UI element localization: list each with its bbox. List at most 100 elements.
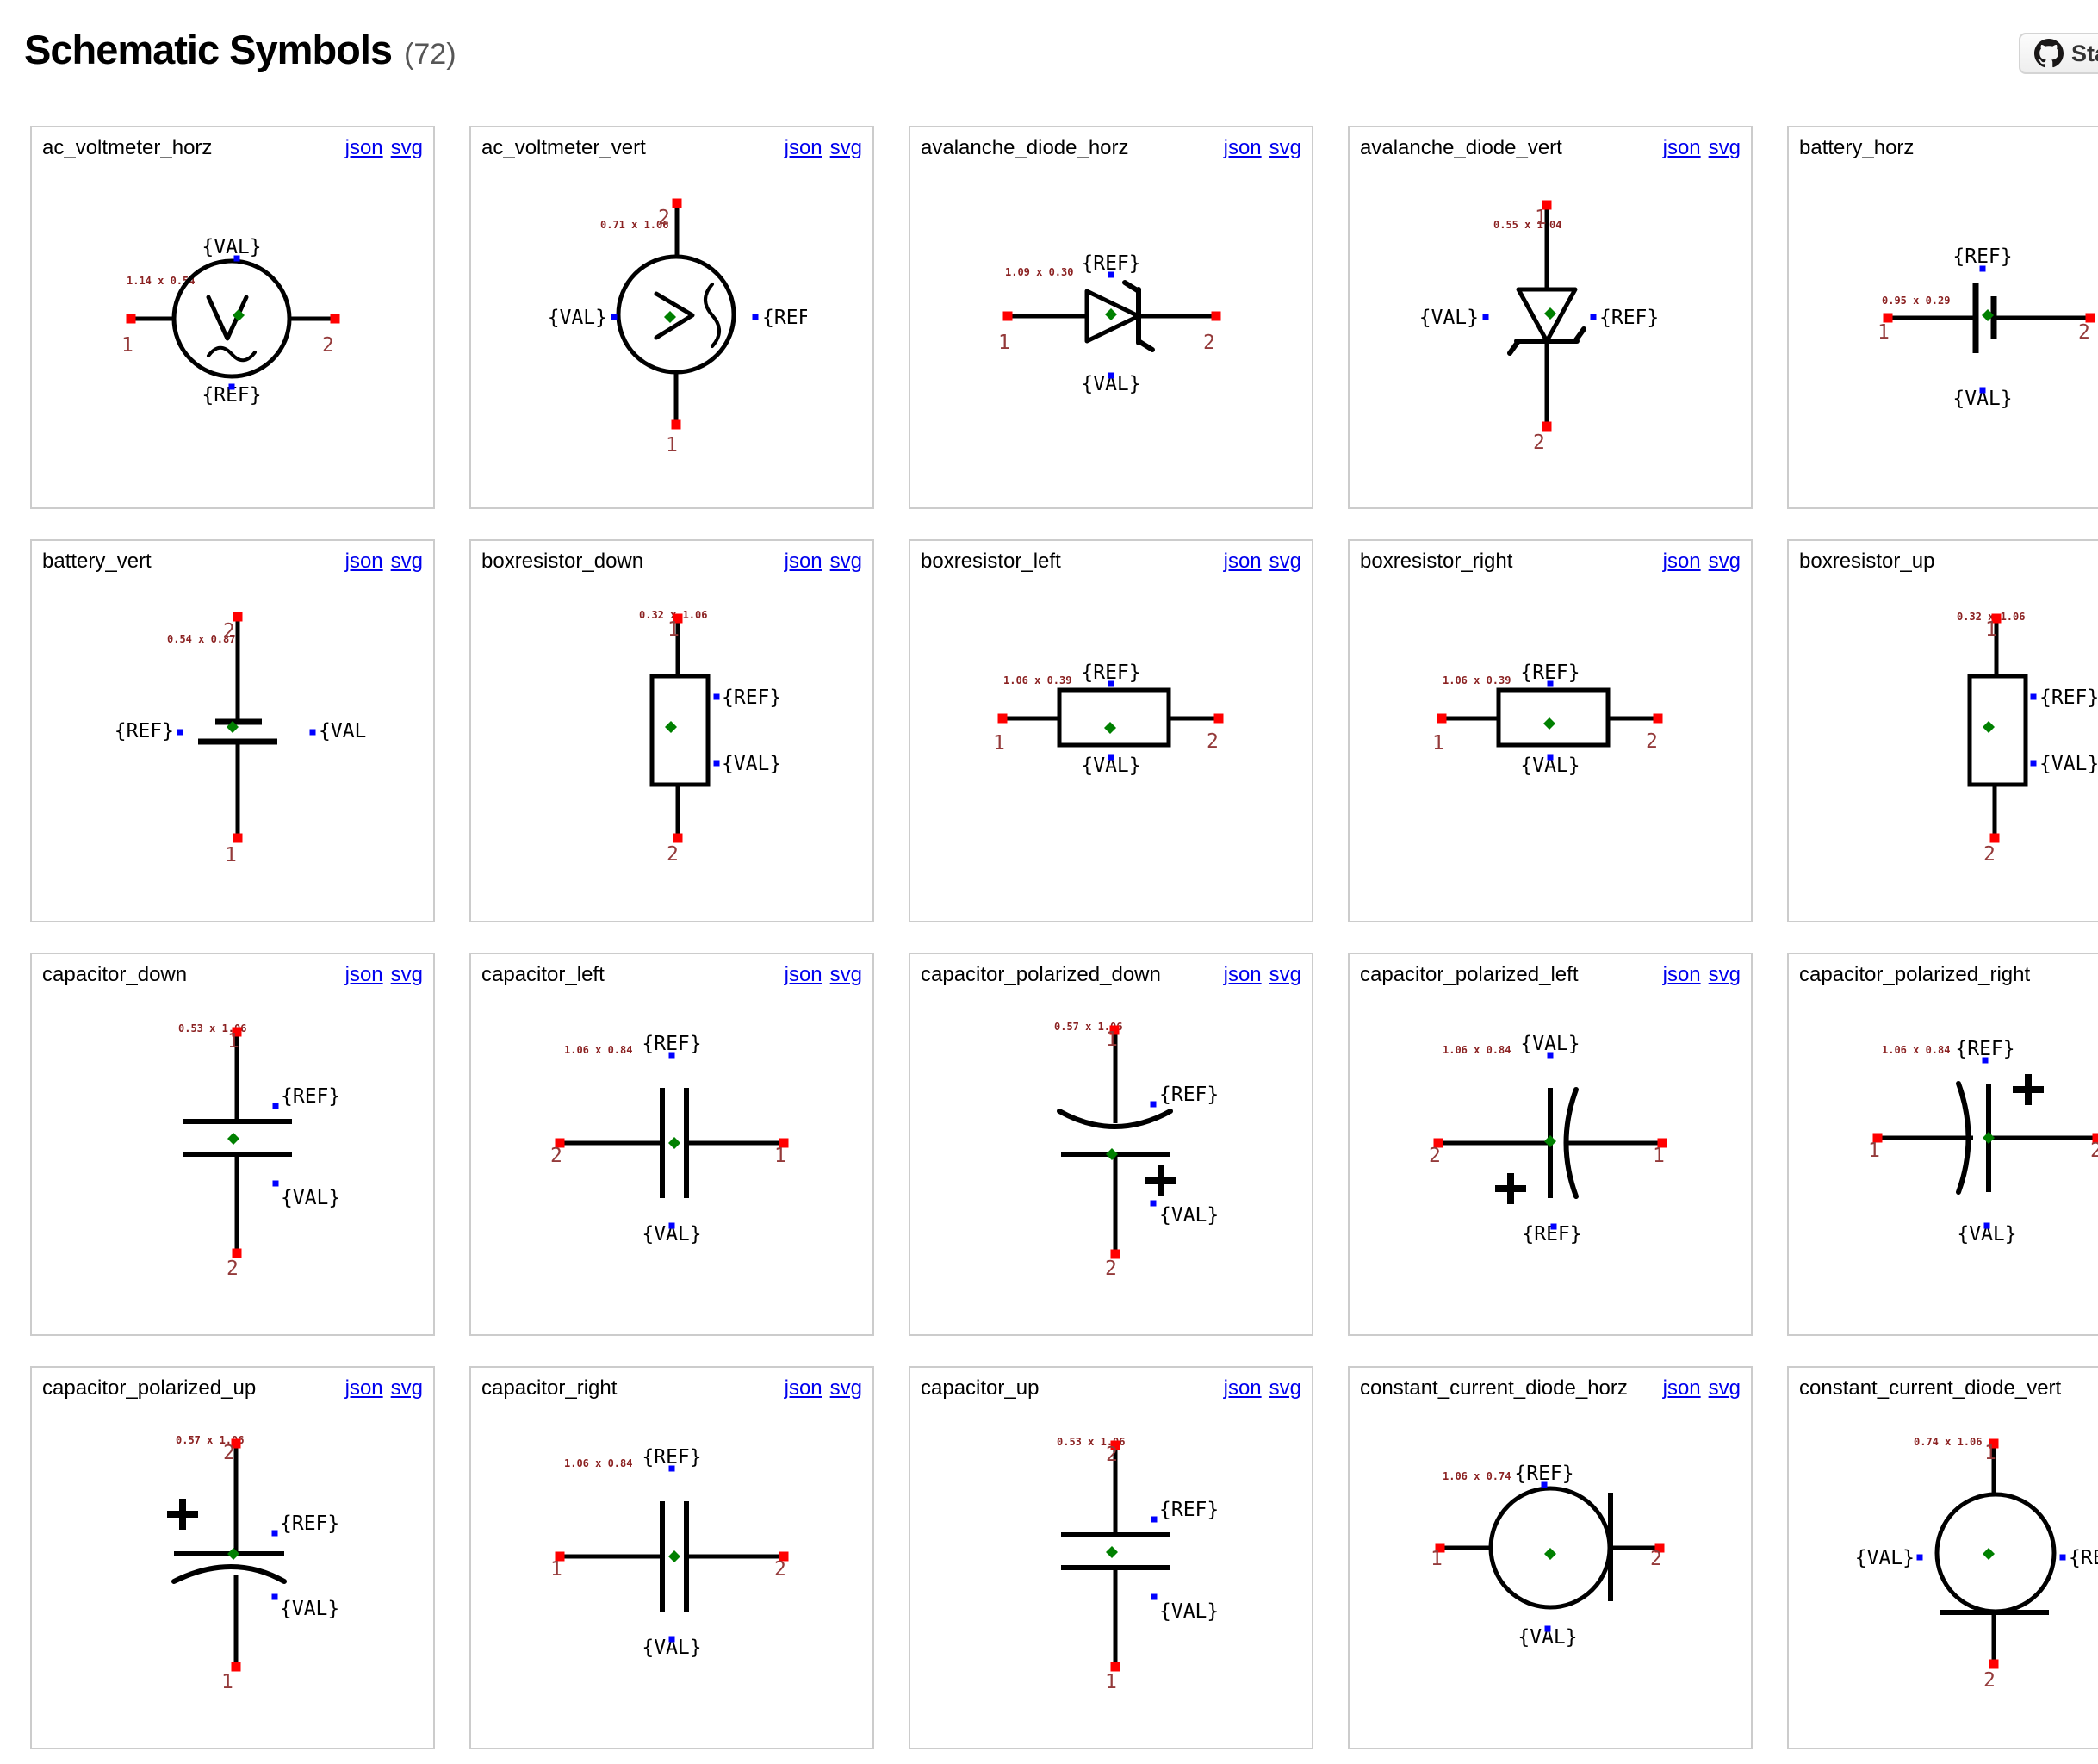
symbol-name: battery_horz <box>1799 136 1915 159</box>
json-link[interactable]: json <box>1662 963 1701 986</box>
pin-number: 2 <box>1106 1444 1118 1466</box>
dimension-label: 1.06 x 0.39 <box>1443 674 1511 686</box>
svg-link[interactable]: svg <box>829 550 862 573</box>
center-diamond-icon <box>233 309 245 321</box>
pin-square <box>1110 1662 1120 1672</box>
symbol-name: capacitor_down <box>42 963 188 986</box>
svg-link[interactable]: svg <box>1708 136 1741 159</box>
svg-link[interactable]: svg <box>390 550 423 573</box>
svg-link[interactable]: svg <box>829 136 862 159</box>
symbol-path <box>654 291 695 340</box>
pin-square <box>1883 313 1893 323</box>
label-anchor-square <box>713 760 720 767</box>
dimension-label: 0.71 x 1.06 <box>600 219 668 231</box>
symbol-name: capacitor_left <box>481 963 605 986</box>
center-diamond-icon <box>227 721 239 733</box>
dimension-label: 1.09 x 0.30 <box>1005 266 1073 278</box>
symbol-circle <box>616 254 736 375</box>
page-title: Schematic Symbols <box>24 27 393 72</box>
label-anchor-square <box>2030 760 2037 767</box>
ref-val-label: {REF} <box>1599 307 1659 329</box>
github-star-button[interactable]: Star <box>2019 33 2098 74</box>
svg-link[interactable]: svg <box>1269 136 1301 159</box>
dimension-label: 0.57 x 1.06 <box>1054 1021 1122 1033</box>
svg-link[interactable]: svg <box>1269 1376 1301 1400</box>
symbol-name: ac_voltmeter_horz <box>42 136 213 159</box>
pin-number: 1 <box>1105 1671 1117 1693</box>
label-anchor-square <box>177 729 183 736</box>
json-link[interactable]: json <box>1662 1376 1701 1400</box>
svg-link[interactable]: svg <box>390 1376 423 1400</box>
json-link[interactable]: json <box>784 963 822 986</box>
pin-square <box>1872 1133 1883 1143</box>
label-anchor-square <box>272 1102 279 1109</box>
ref-val-label: {REF} <box>1514 1463 1574 1485</box>
dimension-label: 1.06 x 0.84 <box>1882 1044 1950 1056</box>
symbol-drawing: 0.53 x 1.061 2 {REF} {VAL} <box>178 1022 340 1280</box>
json-link[interactable]: json <box>344 1376 383 1400</box>
symbol-box <box>1967 674 2028 787</box>
label-anchor-square <box>1547 680 1554 687</box>
svg-link[interactable]: svg <box>829 1376 862 1400</box>
ref-val-label: {REF} <box>722 686 781 709</box>
pin-number: 2 <box>667 843 679 866</box>
ref-val-label: {VAL} <box>548 307 607 329</box>
pin-number: 1 <box>1535 207 1547 229</box>
svg-link[interactable]: svg <box>1708 1376 1741 1400</box>
center-diamond-icon <box>1983 721 1995 733</box>
json-link[interactable]: json <box>344 136 383 159</box>
card-header: constant_current_diode_horz json svg <box>1350 1368 1751 1401</box>
json-link[interactable]: json <box>1223 136 1262 159</box>
svg-link[interactable]: svg <box>1269 963 1301 986</box>
symbol-card: capacitor_polarized_up json svg 0.57 x 1.06… <box>30 1366 435 1749</box>
label-anchor-square <box>1547 1052 1554 1059</box>
pin-number: 1 <box>1984 1442 1996 1464</box>
json-link[interactable]: json <box>1223 963 1262 986</box>
json-link[interactable]: json <box>784 136 822 159</box>
json-link[interactable]: json <box>784 550 822 573</box>
center-diamond-icon <box>1104 722 1116 734</box>
pin-square <box>232 1248 242 1258</box>
json-link[interactable]: json <box>1662 136 1701 159</box>
json-link[interactable]: json <box>1223 550 1262 573</box>
symbol-drawing: 0.57 x 1.062 1 {REF} {VAL} <box>167 1434 339 1693</box>
json-link[interactable]: json <box>1223 1376 1262 1400</box>
pin-square <box>233 612 243 622</box>
symbol-name: capacitor_polarized_right <box>1799 963 2031 986</box>
json-link[interactable]: json <box>784 1376 822 1400</box>
svg-link[interactable]: svg <box>829 963 862 986</box>
label-anchor-square <box>611 314 618 320</box>
pin-square <box>779 1551 789 1562</box>
card-header: capacitor_left json svg <box>471 954 872 987</box>
ref-val-label: {VAL} <box>1159 1600 1219 1623</box>
json-link[interactable]: json <box>344 550 383 573</box>
svg-link[interactable]: svg <box>390 963 423 986</box>
svg-link[interactable]: svg <box>1708 963 1741 986</box>
pin-number: 1 <box>1432 732 1444 755</box>
symbol-card: capacitor_up json svg 0.53 x 1.06 2 1 {REF} {VA… <box>909 1366 1313 1749</box>
symbol-name: constant_current_diode_vert <box>1799 1376 2062 1400</box>
svg-link[interactable]: svg <box>1708 550 1741 573</box>
json-link[interactable]: json <box>1662 550 1701 573</box>
label-anchor-square <box>1108 680 1114 687</box>
dimension-label: 0.53 x 1.06 <box>178 1022 246 1034</box>
symbol-drawing: 1.06 x 0.391 2{REF}{VAL} <box>1432 662 1663 777</box>
dimension-label: 0.57 x 1.06 <box>176 1434 244 1446</box>
symbol-name: capacitor_up <box>921 1376 1040 1400</box>
svg-link[interactable]: svg <box>1269 550 1301 573</box>
label-anchor-square <box>1547 754 1554 761</box>
dimension-label: 0.95 x 0.29 <box>1882 295 1950 307</box>
pin-number: 2 <box>1650 1548 1662 1570</box>
json-link[interactable]: json <box>344 963 383 986</box>
pin-square <box>232 1027 242 1037</box>
svg-link[interactable]: svg <box>390 136 423 159</box>
symbol-name: boxresistor_left <box>921 550 1061 573</box>
card-header: capacitor_polarized_left json svg <box>1350 954 1751 987</box>
